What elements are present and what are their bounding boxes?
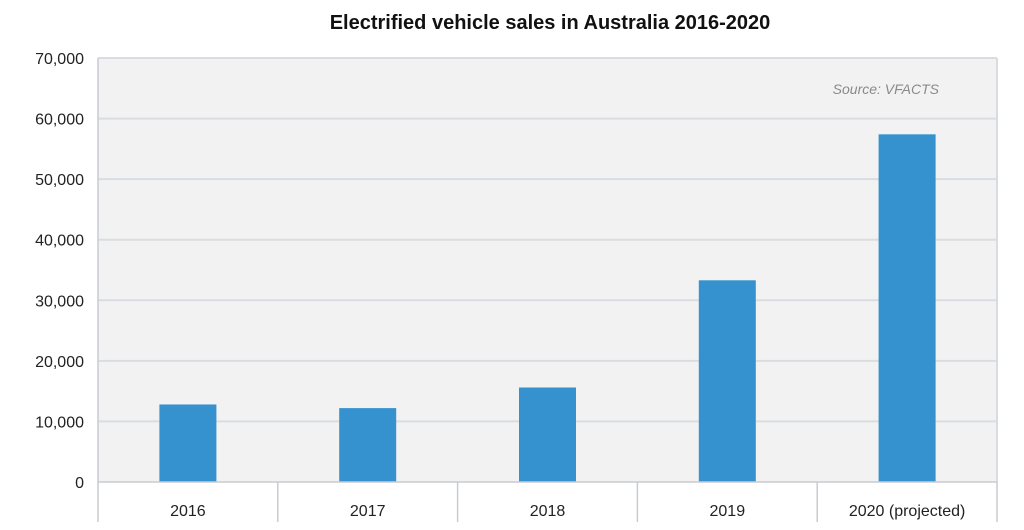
x-tick-label: 2018 — [530, 503, 566, 520]
x-tick-label: 2019 — [710, 503, 746, 520]
y-tick-label: 20,000 — [35, 354, 84, 371]
y-tick-label: 30,000 — [35, 293, 84, 310]
y-tick-label: 10,000 — [35, 414, 84, 431]
bar — [698, 280, 756, 482]
bar — [878, 134, 936, 482]
y-tick-label: 60,000 — [35, 112, 84, 129]
chart-title: Electrified vehicle sales in Australia 2… — [329, 12, 771, 34]
x-tick-label: 2016 — [170, 503, 206, 520]
bar — [519, 387, 576, 482]
y-tick-label: 50,000 — [35, 172, 84, 189]
x-axis: 2016 2017 2018 2019 2020 (projected) — [97, 58, 998, 522]
y-axis: 0 10,000 20,000 30,000 40,000 50,000 60,000 70,… — [35, 51, 84, 492]
bar — [339, 408, 397, 482]
source-note: Source: VFACTS — [833, 81, 940, 97]
bar — [159, 404, 217, 482]
y-tick-label: 0 — [75, 475, 84, 492]
y-tick-label: 40,000 — [35, 233, 84, 250]
y-tick-label: 70,000 — [35, 51, 84, 68]
x-tick-label: 2017 — [350, 503, 386, 520]
bars — [159, 134, 936, 482]
x-tick-label: 2020 (projected) — [849, 503, 966, 520]
